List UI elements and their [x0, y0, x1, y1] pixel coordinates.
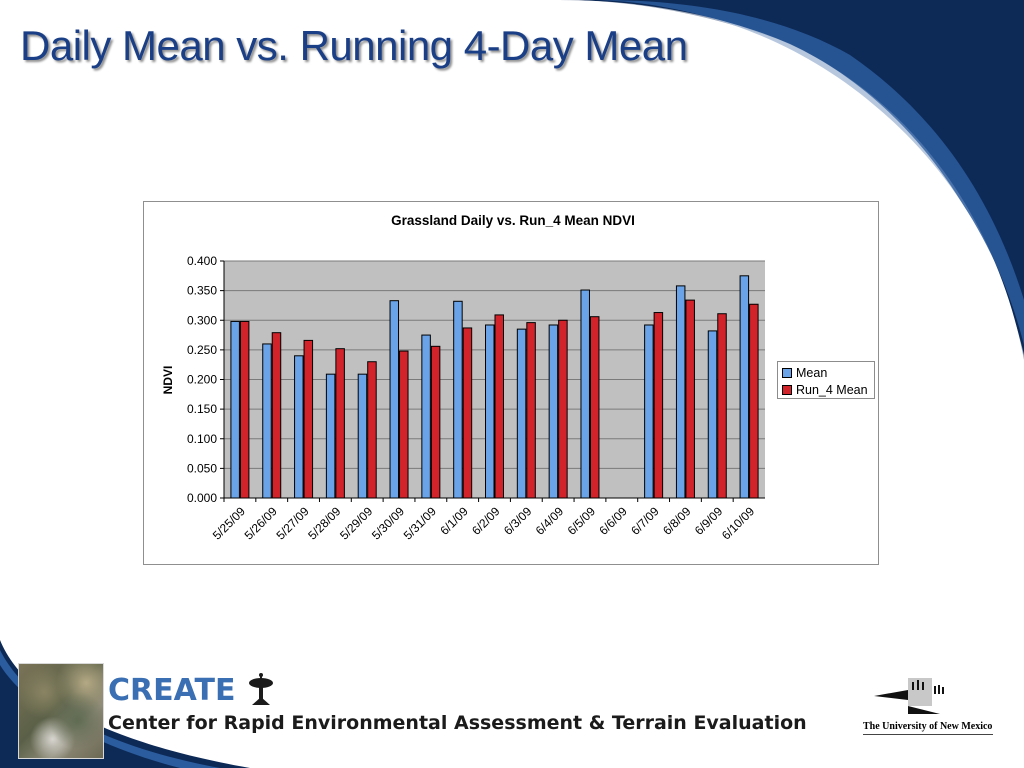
- x-tick-label: 6/3/09: [501, 504, 535, 538]
- bars: [230, 275, 759, 499]
- bar-mean: [421, 334, 431, 499]
- bar-mean: [453, 300, 463, 499]
- x-tick-label: 6/1/09: [437, 504, 471, 538]
- x-tick-label: 6/7/09: [628, 504, 662, 538]
- bar-run4-mean: [335, 348, 345, 499]
- y-tick-label: 0.050: [187, 461, 217, 475]
- bar-run4-mean: [399, 350, 409, 499]
- bar-run4-mean: [589, 316, 600, 499]
- chart-container: Grassland Daily vs. Run_4 Mean NDVI NDVI…: [143, 201, 879, 565]
- x-tick-label: 5/30/09: [369, 504, 407, 542]
- chart-title: Grassland Daily vs. Run_4 Mean NDVI: [391, 213, 635, 228]
- legend-item-mean: Mean: [782, 364, 870, 381]
- university-name: The University of New Mexico: [863, 721, 993, 732]
- bar-run4-mean: [303, 339, 314, 499]
- y-tick-label: 0.150: [187, 402, 217, 416]
- x-tick-label: 5/26/09: [242, 504, 280, 542]
- satellite-dish-icon: [249, 673, 273, 705]
- bottom-left-swoosh-light: [0, 650, 220, 768]
- x-tick-label: 6/6/09: [596, 504, 630, 538]
- x-tick-label: 6/2/09: [469, 504, 503, 538]
- university-underline: [863, 734, 993, 735]
- x-tick-label: 5/28/09: [305, 504, 343, 542]
- bar-mean: [294, 355, 304, 499]
- x-tick-label: 6/5/09: [565, 504, 599, 538]
- y-tick-label: 0.000: [187, 491, 217, 505]
- bar-mean: [325, 373, 336, 499]
- bar-mean: [548, 324, 559, 499]
- bar-mean: [485, 324, 495, 499]
- bar-mean: [230, 320, 240, 499]
- unm-logo-icon: [874, 678, 944, 714]
- create-full-name: Center for Rapid Environmental Assessmen…: [108, 712, 807, 734]
- y-tick-label: 0.200: [187, 373, 217, 387]
- bar-run4-mean: [430, 345, 441, 499]
- ndvi-bar-chart: Grassland Daily vs. Run_4 Mean NDVI NDVI…: [161, 213, 765, 542]
- bar-mean: [357, 373, 368, 499]
- bar-run4-mean: [494, 314, 504, 499]
- x-tick-label: 6/8/09: [660, 504, 694, 538]
- top-right-swoosh-dark: [560, 0, 1024, 360]
- bar-run4-mean: [749, 303, 759, 499]
- bar-run4-mean: [558, 319, 568, 499]
- bar-mean: [675, 285, 686, 499]
- y-tick-label: 0.350: [187, 284, 217, 298]
- y-tick-label: 0.250: [187, 343, 217, 357]
- chart-legend: Mean Run_4 Mean: [777, 361, 875, 399]
- legend-swatch-run4-mean: [782, 384, 792, 395]
- x-tick-label: 5/29/09: [337, 504, 375, 542]
- y-tick-label: 0.400: [187, 254, 217, 268]
- slide-title: Daily Mean vs. Running 4-Day Mean: [20, 22, 688, 69]
- legend-item-run4-mean: Run_4 Mean: [782, 381, 870, 398]
- legend-swatch-mean: [782, 367, 792, 378]
- bar-run4-mean: [526, 322, 536, 499]
- create-brand: CREATE: [108, 673, 236, 708]
- bar-mean: [644, 324, 654, 499]
- bar-run4-mean: [685, 299, 695, 499]
- x-tick-label: 5/31/09: [401, 504, 439, 542]
- bar-mean: [739, 275, 750, 499]
- legend-label-mean: Mean: [796, 365, 828, 380]
- bar-run4-mean: [462, 327, 473, 499]
- x-tick-label: 5/27/09: [273, 504, 311, 542]
- y-tick-label: 0.300: [187, 313, 217, 327]
- bar-run4-mean: [367, 361, 377, 499]
- bar-mean: [516, 328, 527, 499]
- y-axis-label: NDVI: [161, 366, 175, 395]
- bar-run4-mean: [653, 312, 664, 499]
- x-tick-label: 6/10/09: [719, 504, 757, 542]
- bar-run4-mean: [271, 332, 282, 499]
- y-tick-label: 0.100: [187, 432, 217, 446]
- y-tick-labels: 0.000 0.050 0.100 0.150 0.200 0.250 0.300 0.350…: [187, 254, 217, 505]
- x-tick-label: 6/4/09: [533, 504, 567, 538]
- bar-mean: [389, 300, 400, 499]
- legend-label-run4-mean: Run_4 Mean: [796, 382, 868, 397]
- satellite-image: [18, 663, 104, 759]
- x-tick-label: 5/25/09: [210, 504, 248, 542]
- bar-mean: [707, 330, 718, 499]
- x-tick-labels: 5/25/095/26/095/27/095/28/095/29/095/30/…: [210, 498, 757, 542]
- bar-run4-mean: [717, 313, 727, 499]
- bar-mean: [580, 289, 590, 499]
- bar-mean: [262, 343, 272, 499]
- bar-run4-mean: [239, 320, 250, 499]
